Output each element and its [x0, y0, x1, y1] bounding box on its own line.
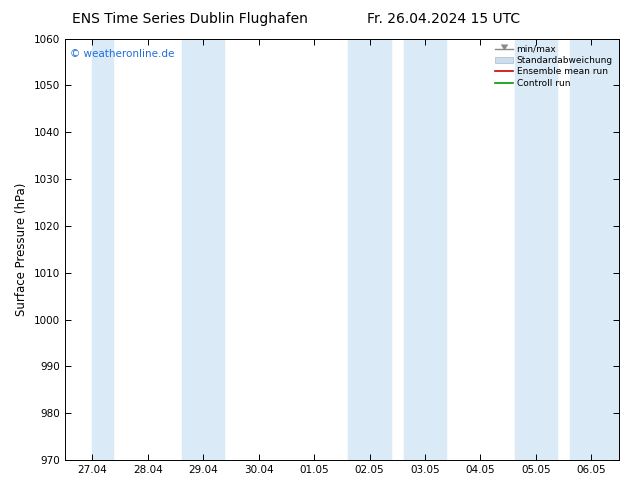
Bar: [182, 39, 224, 460]
Legend: min/max, Standardabweichung, Ensemble mean run, Controll run: min/max, Standardabweichung, Ensemble me…: [491, 41, 616, 91]
Text: © weatheronline.de: © weatheronline.de: [70, 49, 174, 59]
Bar: [93, 39, 113, 460]
Y-axis label: Surface Pressure (hPa): Surface Pressure (hPa): [15, 183, 28, 316]
Text: Fr. 26.04.2024 15 UTC: Fr. 26.04.2024 15 UTC: [367, 12, 521, 26]
Bar: [515, 39, 557, 460]
Bar: [404, 39, 446, 460]
Text: ENS Time Series Dublin Flughafen: ENS Time Series Dublin Flughafen: [72, 12, 308, 26]
Bar: [570, 39, 626, 460]
Bar: [349, 39, 391, 460]
